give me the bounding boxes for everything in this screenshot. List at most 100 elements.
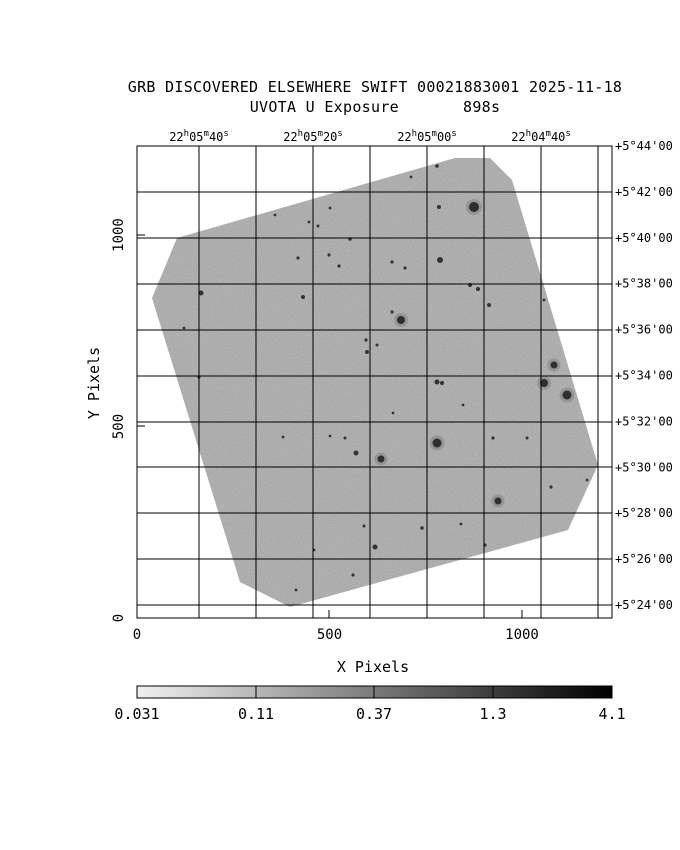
point-source	[364, 338, 368, 342]
point-source	[434, 379, 440, 385]
colorbar: 0.031 0.11 0.37 1.3 4.1	[114, 685, 626, 723]
source-halo	[394, 313, 408, 327]
point-source	[328, 206, 332, 210]
plot-subtitle: UVOTA U Exposure 898s	[0, 98, 680, 116]
y-tick-labels: 0 500 1000	[111, 218, 127, 622]
dec-tick-label: +5°36'00	[615, 323, 673, 337]
point-source	[327, 253, 331, 257]
point-source	[294, 588, 298, 592]
ra-tick-label: 22h05m00s	[397, 129, 457, 144]
point-source	[372, 544, 378, 550]
dec-tick-label: +5°26'00	[615, 552, 673, 566]
point-source	[420, 526, 424, 530]
ra-tick-label: 22h04m40s	[511, 129, 571, 144]
point-source	[562, 390, 572, 400]
point-source	[337, 264, 341, 268]
ra-tick-label: 22h05m40s	[169, 129, 229, 144]
point-source	[296, 256, 300, 260]
point-source	[409, 175, 413, 179]
x-tick-label: 500	[317, 627, 342, 643]
dec-tick-label: +5°24'00	[615, 598, 673, 612]
point-source	[525, 436, 529, 440]
point-source	[476, 287, 480, 291]
y-tick-label: 0	[111, 614, 127, 622]
point-source	[182, 326, 186, 330]
dec-tick-label: +5°40'00	[615, 231, 673, 245]
point-source	[403, 266, 407, 270]
point-source	[435, 164, 439, 168]
point-source	[343, 436, 347, 440]
point-source	[585, 478, 589, 482]
point-source	[365, 350, 369, 354]
point-source	[397, 316, 405, 324]
x-axis-label: X Pixels	[337, 658, 409, 676]
colorbar-label: 4.1	[598, 705, 625, 723]
point-source	[351, 573, 355, 577]
point-source	[469, 202, 479, 212]
point-source	[198, 290, 204, 296]
coordinate-grid	[136, 145, 613, 619]
sources	[182, 164, 589, 592]
point-source	[307, 220, 311, 224]
source-halo	[537, 376, 551, 390]
y-tick-label: 500	[111, 414, 127, 439]
colorbar-labels: 0.031 0.11 0.37 1.3 4.1	[114, 705, 625, 723]
point-source	[432, 438, 442, 448]
point-source	[494, 497, 502, 505]
ra-tick-label: 22h05m20s	[283, 129, 343, 144]
y-tick-label: 1000	[111, 218, 127, 252]
point-source	[487, 303, 491, 307]
axis-ticks	[136, 234, 523, 619]
dec-tick-label: +5°28'00	[615, 506, 673, 520]
point-source	[390, 260, 394, 264]
point-source	[391, 411, 395, 415]
dec-tick-label: +5°42'00	[615, 185, 673, 199]
dec-tick-label: +5°32'00	[615, 414, 673, 428]
source-halo	[559, 387, 575, 403]
colorbar-label: 0.37	[356, 705, 392, 723]
colorbar-label: 0.11	[238, 705, 274, 723]
point-source	[273, 213, 277, 217]
point-source	[375, 343, 379, 347]
dec-tick-labels: +5°44'00 +5°42'00 +5°40'00 +5°38'00 +5°36'00…	[615, 139, 673, 612]
point-source	[328, 434, 332, 438]
point-source	[437, 205, 441, 209]
point-source	[459, 522, 463, 526]
y-axis-label: Y Pixels	[85, 347, 103, 419]
source-halo	[466, 199, 482, 215]
point-source	[281, 435, 285, 439]
point-source	[542, 298, 546, 302]
point-source	[550, 361, 558, 369]
plot-title: GRB DISCOVERED ELSEWHERE SWIFT 000218830…	[127, 78, 623, 96]
exposure-type: UVOTA U Exposure	[249, 98, 399, 116]
colorbar-label: 1.3	[479, 705, 506, 723]
source-halo	[429, 435, 445, 451]
source-halo	[491, 494, 505, 508]
x-tick-label: 0	[133, 627, 141, 643]
point-source	[549, 485, 553, 489]
point-source	[491, 436, 495, 440]
point-source	[362, 524, 366, 528]
point-source	[461, 403, 465, 407]
point-source	[390, 310, 394, 314]
exposure-time: 898s	[462, 98, 501, 116]
ra-tick-labels: 22h05m40s 22h05m20s 22h05m00s 22h04m40s	[169, 129, 571, 144]
source-halo	[547, 358, 561, 372]
exposure-footprint	[152, 158, 598, 607]
colorbar-label: 0.031	[114, 705, 159, 723]
dec-tick-label: +5°38'00	[615, 277, 673, 291]
point-source	[437, 257, 443, 263]
dec-tick-label: +5°30'00	[615, 460, 673, 474]
source-halo	[374, 452, 388, 466]
dec-tick-label: +5°44'00	[615, 139, 673, 153]
point-source	[440, 381, 444, 385]
dec-tick-label: +5°34'00	[615, 369, 673, 383]
point-source	[316, 224, 320, 228]
x-tick-label: 1000	[505, 627, 539, 643]
point-source	[377, 455, 385, 463]
point-source	[540, 379, 548, 387]
point-source	[301, 295, 305, 299]
x-tick-labels: 0 500 1000	[133, 627, 539, 643]
point-source	[353, 450, 359, 456]
